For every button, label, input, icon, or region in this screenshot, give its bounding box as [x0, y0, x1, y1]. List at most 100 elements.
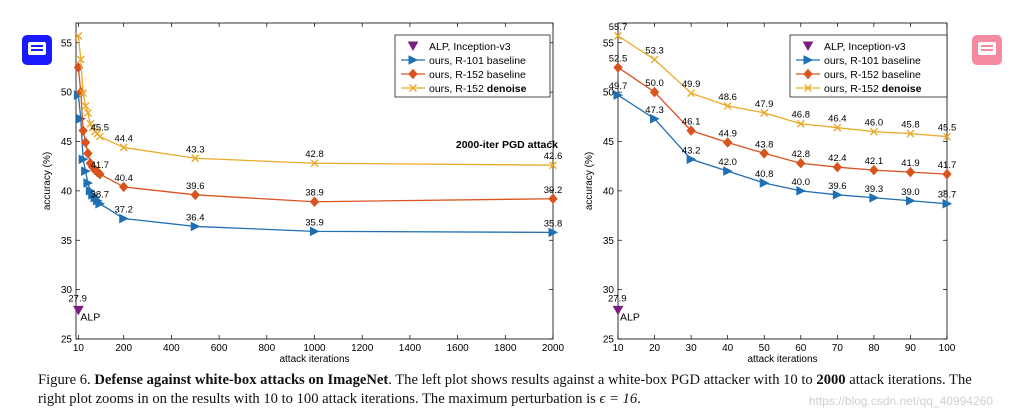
marker-triangle	[76, 113, 86, 124]
data-label: 45.5	[938, 123, 957, 134]
marker-diamond	[796, 157, 806, 169]
marker-diamond	[190, 189, 200, 201]
x-tick-label: 30	[686, 343, 698, 354]
data-label: 42.6	[544, 151, 563, 162]
marker-x	[614, 31, 622, 40]
marker-triangle	[723, 166, 733, 176]
data-label: 35.8	[544, 218, 563, 229]
marker-triangle	[759, 178, 770, 188]
caption-text2: attack iterations. The right plot zooms …	[38, 372, 972, 407]
marker-x	[119, 143, 128, 152]
marker-x	[833, 123, 842, 132]
x-axis-label: attack iterations	[747, 354, 817, 365]
data-label: 42.1	[865, 156, 884, 167]
x-tick-label: 60	[795, 343, 807, 354]
x-tick-label: 2000	[542, 343, 565, 354]
data-label: 43.3	[186, 144, 205, 155]
note-icon-line	[981, 45, 993, 47]
marker-triangle	[81, 166, 91, 176]
legend-label-bold: denoise	[487, 83, 527, 95]
plot-annotation: 2000-iter PGD attack	[456, 139, 558, 151]
marker-x	[95, 132, 104, 141]
x-tick-label: 50	[759, 343, 771, 354]
data-label: 36.4	[186, 212, 205, 223]
marker-x	[796, 119, 805, 128]
data-label: 38.7	[91, 190, 110, 201]
alp-value-label: 27.9	[68, 293, 87, 304]
legend-label: ours, R-152 denoise	[429, 83, 527, 95]
x-tick-label: 1000	[303, 343, 326, 354]
alp-tag-label: ALP	[80, 311, 100, 323]
data-label: 39.3	[865, 184, 884, 195]
data-label: 47.3	[645, 105, 664, 116]
marker-triangle	[190, 221, 201, 232]
note-icon-line	[31, 49, 43, 51]
data-label: 39.0	[901, 187, 920, 198]
data-label: 38.7	[938, 190, 957, 201]
figure-canvas: 25 30 35 40 45 50 55 10 200 400 600 800 1000 1200 1400…	[42, 22, 956, 365]
caption-text1: . The left plot shows results against a …	[388, 372, 817, 388]
caption-title: Defense against white-box attacks on Ima…	[94, 372, 389, 388]
figure-caption: Figure 6. Defense against white-box atta…	[38, 371, 998, 409]
marker-triangle-down	[73, 305, 84, 316]
y-tick-label: 55	[603, 38, 615, 49]
y-tick-label: 35	[61, 236, 73, 247]
series-line-denoise	[617, 35, 948, 138]
marker-triangle	[613, 90, 624, 100]
data-label: 52.5	[609, 53, 628, 64]
data-label: 44.4	[114, 133, 133, 144]
marker-diamond	[78, 125, 88, 136]
x-tick-label: 90	[905, 343, 917, 354]
marker-diamond	[95, 168, 105, 180]
marker-diamond	[905, 166, 916, 178]
marker-diamond	[869, 164, 879, 176]
y-tick-label: 25	[603, 335, 615, 346]
marker-diamond	[80, 137, 91, 148]
legend-box	[394, 34, 551, 98]
y-tick-label: 55	[61, 38, 73, 49]
alp-value-label: 27.9	[608, 293, 627, 304]
data-label: 39.6	[828, 181, 847, 192]
marker-triangle	[942, 198, 953, 209]
marker-x	[687, 89, 696, 98]
data-label: 37.2	[114, 205, 133, 216]
marker-triangle	[650, 113, 660, 124]
x-tick-label: 1400	[399, 343, 422, 354]
x-tick-label: 200	[115, 343, 132, 354]
x-tick-label: 100	[939, 343, 956, 354]
left-plot: 25 30 35 40 45 50 55 10 200 400 600 800 1000 1200 1400…	[42, 22, 565, 365]
marker-triangle	[803, 55, 814, 65]
right-plot: 25 30 35 40 45 50 55 10 20 30 40 50 60 70 80 90 100 attac…	[584, 22, 956, 365]
marker-x	[81, 101, 90, 110]
note-comment-icon[interactable]	[22, 35, 52, 65]
x-tick-label: 600	[211, 343, 228, 354]
marker-diamond	[548, 193, 558, 205]
legend-label: ALP, Inception-v3	[824, 41, 906, 53]
marker-diamond	[803, 68, 813, 80]
caption-prefix: Figure 6.	[38, 372, 91, 388]
marker-x	[310, 159, 319, 168]
marker-triangle-down	[802, 41, 814, 52]
data-label: 45.5	[91, 123, 110, 134]
data-label: 46.8	[792, 110, 811, 121]
y-tick-label: 40	[61, 186, 73, 197]
data-label: 38.9	[305, 188, 324, 199]
x-tick-label: 1200	[351, 343, 374, 354]
marker-triangle-down	[612, 305, 624, 316]
alp-tag-label: ALP	[620, 311, 640, 323]
data-label: 41.9	[901, 158, 920, 169]
axes-frame	[617, 22, 948, 340]
y-tick-label: 30	[61, 285, 73, 296]
marker-x	[723, 101, 732, 110]
data-label: 41.7	[938, 160, 957, 171]
marker-diamond	[649, 86, 660, 98]
data-label: 49.7	[609, 81, 628, 92]
data-label: 45.8	[901, 120, 920, 131]
data-label: 55.7	[609, 22, 628, 33]
y-tick-label: 40	[603, 186, 615, 197]
y-axis-label: accuracy (%)	[584, 152, 595, 210]
legend-label: ours, R-101 baseline	[824, 55, 921, 67]
y-tick-label: 45	[603, 137, 615, 148]
note-icon-line	[981, 49, 993, 51]
note-comment-icon-right[interactable]	[972, 35, 1002, 65]
